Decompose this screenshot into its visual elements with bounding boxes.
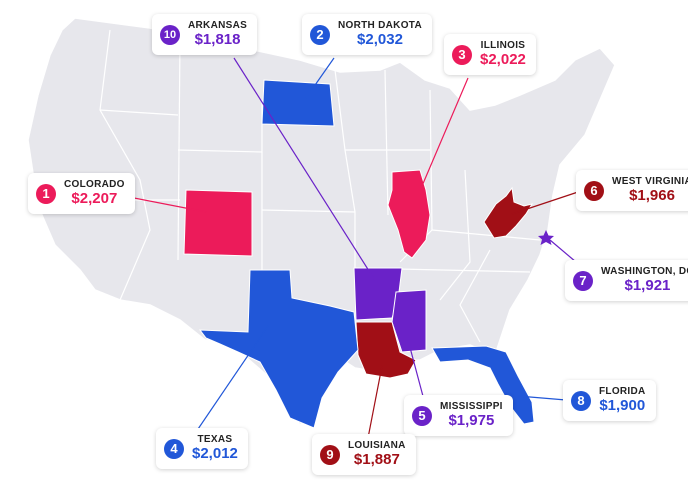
state-name: FLORIDA [599,386,646,397]
rank-badge: 10 [160,24,180,45]
state-value: $2,207 [71,190,118,207]
state-mississippi[interactable] [391,289,427,353]
state-value: $2,032 [357,31,403,48]
state-value: $2,012 [192,445,238,462]
leader-line-north-dakota [305,57,335,99]
rank-badge: 7 [573,270,593,291]
state-florida[interactable] [431,345,535,425]
rank-badge: 1 [36,183,56,204]
leader-line-washington-dc [549,239,577,263]
state-louisiana[interactable] [355,321,417,379]
state-name: WEST VIRGINIA [612,176,688,187]
leader-line-louisiana [367,365,383,439]
state-name: MISSISSIPPI [440,401,503,412]
callout-illinois: 3 ILLINOIS $2,022 [444,34,536,75]
state-name: TEXAS [197,434,233,445]
rank-badge: 4 [164,438,184,459]
state-value: $1,966 [629,187,675,204]
leader-line-texas [195,325,269,433]
leader-line-mississippi [407,339,425,401]
rank-badge: 5 [412,405,432,426]
callout-arkansas: 10 ARKANSAS $1,818 [152,14,258,55]
state-value: $1,818 [194,31,241,48]
state-name: LOUISIANA [348,440,406,451]
leader-line-florida [517,395,567,401]
state-value: $1,887 [353,451,400,468]
state-name: NORTH DAKOTA [338,20,422,31]
leader-line-illinois [421,77,469,187]
rank-badge: 2 [310,24,330,45]
state-colorado[interactable] [183,189,253,257]
state-name: COLORADO [64,179,125,190]
callout-west-virginia: 6 WEST VIRGINIA $1,966 [576,170,688,211]
callout-washington-dc: 7 WASHINGTON, DC $1,921 [565,260,688,301]
state-texas[interactable] [198,269,359,429]
leader-lines [123,57,579,439]
rank-badge: 6 [584,180,604,201]
state-north-dakota[interactable] [261,79,335,127]
leader-line-arkansas [233,57,377,283]
callout-louisiana: 9 LOUISIANA $1,887 [312,434,416,475]
callout-colorado: 1 COLORADO $2,207 [28,173,135,214]
state-illinois[interactable] [387,169,431,259]
leader-line-west-virginia [511,191,579,215]
state-name: WASHINGTON, DC [601,266,688,277]
rank-badge: 8 [571,390,591,411]
state-value: $2,022 [480,51,526,68]
callout-north-dakota: 2 NORTH DAKOTA $2,032 [302,14,432,55]
leader-line-colorado [123,195,207,213]
dc-star-icon[interactable] [538,230,554,245]
state-name: ILLINOIS [480,40,526,51]
state-value: $1,900 [599,397,646,414]
callout-mississippi: 5 MISSISSIPPI $1,975 [404,395,513,436]
state-value: $1,921 [624,277,671,294]
state-value: $1,975 [448,412,495,429]
callout-texas: 4 TEXAS $2,012 [156,428,248,469]
rank-badge: 3 [452,44,472,65]
callout-florida: 8 FLORIDA $1,900 [563,380,656,421]
state-west-virginia[interactable] [483,186,534,239]
state-name: ARKANSAS [188,20,248,31]
rank-badge: 9 [320,444,340,465]
